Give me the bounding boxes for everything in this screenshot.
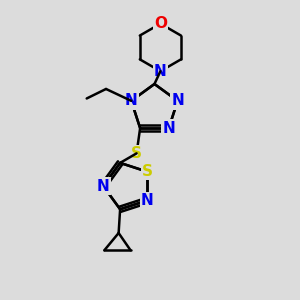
Text: S: S [142, 164, 153, 179]
Text: N: N [162, 121, 175, 136]
Text: N: N [125, 93, 138, 108]
Text: N: N [141, 193, 154, 208]
Text: N: N [171, 93, 184, 108]
Text: S: S [131, 146, 142, 161]
Text: N: N [154, 64, 167, 79]
Text: O: O [154, 16, 167, 31]
Text: N: N [97, 178, 110, 194]
